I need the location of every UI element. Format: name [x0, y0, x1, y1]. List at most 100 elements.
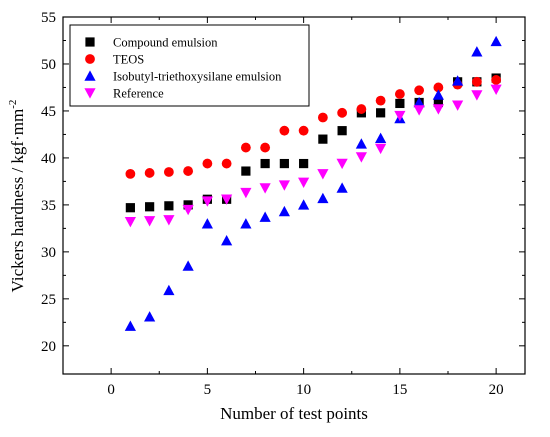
data-point [356, 104, 367, 114]
legend-marker [85, 54, 95, 64]
y-tick-label: 50 [41, 57, 56, 73]
data-point [298, 177, 310, 188]
data-point [240, 187, 252, 199]
y-tick-label: 30 [41, 245, 56, 261]
data-point [491, 75, 502, 85]
data-point [471, 46, 483, 57]
data-point [432, 89, 444, 100]
data-point [259, 211, 271, 222]
data-point [125, 203, 135, 213]
x-tick-label: 15 [392, 382, 407, 398]
data-point [279, 158, 289, 169]
data-point [375, 132, 387, 143]
legend-label: TEOS [113, 53, 144, 67]
data-point [336, 158, 348, 170]
data-point [124, 217, 136, 228]
axis-ticks: 0 5 10 15 20 20 25 30 35 40 45 50 55 [41, 10, 525, 398]
data-point [414, 85, 425, 96]
data-point [376, 108, 386, 118]
x-tick-label: 10 [296, 382, 311, 398]
data-point [163, 215, 175, 226]
y-tick-label: 20 [41, 339, 56, 355]
x-axis-title: Number of test points [220, 404, 368, 423]
data-point [317, 192, 329, 204]
series-4 [124, 84, 502, 228]
data-point [260, 142, 271, 153]
y-tick-label: 45 [41, 104, 56, 120]
data-point [471, 76, 482, 87]
series-3 [124, 35, 502, 331]
data-point [317, 169, 329, 180]
data-point [413, 105, 425, 116]
data-point [299, 158, 309, 169]
legend-marker [84, 70, 96, 81]
data-point [279, 125, 290, 136]
legend-label: Compound emulsion [113, 36, 218, 50]
y-tick-label: 25 [41, 292, 56, 308]
data-point [298, 125, 309, 136]
data-point [337, 126, 347, 136]
data-point [144, 216, 156, 227]
data-point [164, 201, 174, 211]
data-point [433, 82, 444, 93]
y-tick-label: 40 [41, 151, 56, 167]
data-point [375, 143, 387, 155]
data-point [144, 168, 155, 178]
data-point [355, 138, 367, 149]
data-point [278, 180, 290, 191]
data-point [490, 35, 502, 47]
data-point [337, 107, 348, 118]
data-point [259, 183, 271, 194]
data-point [182, 260, 194, 271]
x-tick-label: 5 [204, 382, 212, 398]
y-axis-title-main: Vickers hardness / kgf·mm [8, 109, 27, 293]
y-tick-label: 35 [41, 198, 56, 214]
data-point [317, 112, 328, 123]
x-tick-label: 0 [107, 382, 115, 398]
data-point [375, 95, 386, 106]
data-point [241, 166, 251, 176]
legend-label: Isobutyl-triethoxysilane emulsion [113, 70, 282, 84]
data-point [125, 168, 136, 179]
data-point [182, 204, 194, 216]
data-point [471, 90, 483, 101]
data-point [278, 205, 290, 217]
y-axis-title: Vickers hardness / kgf·mm-2 [7, 100, 27, 293]
data-point [432, 104, 444, 115]
data-point [240, 218, 252, 229]
legend: Compound emulsion TEOS Isobutyl-triethoxys… [69, 24, 310, 107]
data-point [298, 199, 310, 210]
data-point [490, 84, 502, 95]
data-point [260, 158, 270, 169]
data-point [394, 89, 405, 99]
data-point [202, 158, 213, 169]
data-point [452, 75, 464, 86]
data-points [124, 35, 502, 331]
data-point [221, 234, 233, 246]
data-point [394, 110, 406, 122]
data-point [163, 284, 175, 296]
data-point [145, 202, 155, 212]
x-tick-label: 20 [489, 382, 504, 398]
data-point [355, 152, 367, 163]
data-point [413, 96, 425, 108]
data-point [163, 167, 174, 177]
data-point [144, 311, 156, 322]
series-2 [125, 75, 502, 179]
data-point [183, 166, 194, 176]
data-point [240, 142, 251, 153]
data-point [201, 196, 213, 207]
legend-label: Reference [113, 87, 164, 101]
data-point [318, 134, 328, 144]
legend-marker [84, 88, 96, 99]
data-point [395, 98, 405, 109]
legend-box [69, 24, 310, 107]
legend-marker [85, 37, 95, 47]
data-point [201, 218, 213, 229]
data-point [221, 158, 232, 169]
data-point [124, 320, 136, 331]
data-point [433, 97, 443, 108]
data-point [221, 194, 233, 205]
y-axis-title-exponent: -2 [7, 100, 19, 109]
